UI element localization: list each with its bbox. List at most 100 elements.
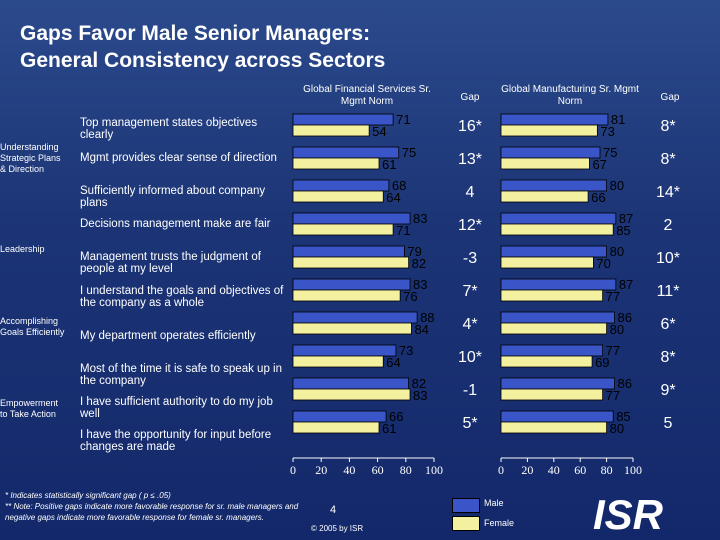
bar-male bbox=[292, 278, 411, 291]
logo-text: ISR bbox=[593, 491, 663, 535]
item-label: Mgmt provides clear sense of direction bbox=[80, 152, 277, 164]
data-label-female: 77 bbox=[606, 289, 620, 304]
data-label-male: 86 bbox=[618, 310, 632, 325]
x-tick-label: 60 bbox=[372, 463, 384, 477]
x-tick-label: 20 bbox=[521, 463, 533, 477]
data-label-female: 85 bbox=[616, 223, 630, 238]
bar-male bbox=[500, 377, 615, 390]
footnote-significance: * Indicates statistically significant ga… bbox=[5, 491, 171, 500]
gap-value: 7* bbox=[462, 283, 477, 300]
x-tick-label: 0 bbox=[498, 463, 504, 477]
data-label-male: 87 bbox=[619, 277, 633, 292]
gap-value: 5* bbox=[462, 415, 477, 432]
bar-female bbox=[500, 355, 593, 368]
data-label-female: 69 bbox=[595, 355, 609, 370]
data-label-female: 80 bbox=[610, 322, 624, 337]
group-label-goals: Accomplishing Goals Efficiently bbox=[0, 316, 65, 337]
data-label-male: 83 bbox=[413, 277, 427, 292]
x-tick-label: 0 bbox=[290, 463, 296, 477]
title-line-2: General Consistency across Sectors bbox=[20, 49, 386, 72]
bar-male bbox=[500, 278, 617, 291]
legend-label-female: Female bbox=[484, 518, 515, 528]
gap-value: 10* bbox=[656, 250, 680, 267]
bar-male bbox=[500, 344, 604, 357]
bar-female bbox=[292, 322, 412, 335]
x-tick-label: 100 bbox=[624, 463, 642, 477]
title-line-1: Gaps Favor Male Senior Managers: bbox=[20, 22, 371, 45]
data-label-male: 86 bbox=[618, 376, 632, 391]
data-label-female: 66 bbox=[591, 190, 605, 205]
item-label: Decisions management make are fair bbox=[80, 218, 271, 230]
header-gap-2: Gap bbox=[660, 92, 680, 103]
legend-label-male: Male bbox=[484, 498, 504, 508]
gap-value: 8* bbox=[660, 118, 675, 135]
gap-value: -3 bbox=[463, 250, 477, 267]
bar-male bbox=[500, 311, 615, 324]
gap-value: 2 bbox=[664, 217, 673, 234]
bar-male bbox=[500, 410, 614, 423]
bar-male bbox=[292, 212, 411, 225]
data-label-female: 64 bbox=[386, 190, 400, 205]
bar-male bbox=[292, 377, 410, 390]
header-financial: Global Financial Services Sr. Mgmt Norm bbox=[303, 84, 431, 107]
data-label-female: 70 bbox=[596, 256, 610, 271]
data-label-female: 71 bbox=[396, 223, 410, 238]
data-label-male: 75 bbox=[603, 145, 617, 160]
bar-male bbox=[292, 179, 390, 192]
data-label-male: 68 bbox=[392, 178, 406, 193]
bar-male bbox=[500, 245, 607, 258]
data-label-female: 64 bbox=[386, 355, 400, 370]
group-label-empowerment: Empowerment to Take Action bbox=[0, 398, 59, 419]
data-label-female: 84 bbox=[414, 322, 428, 337]
gap-value: -1 bbox=[463, 382, 477, 399]
bar-male bbox=[292, 410, 387, 423]
legend-swatch-male bbox=[452, 498, 480, 513]
data-label-female: 76 bbox=[403, 289, 417, 304]
data-label-male: 87 bbox=[619, 211, 633, 226]
data-label-male: 88 bbox=[420, 310, 434, 325]
item-label: I have the opportunity for input before … bbox=[80, 429, 272, 453]
data-label-female: 73 bbox=[600, 124, 614, 139]
bar-female bbox=[292, 256, 410, 269]
gap-value: 13* bbox=[458, 151, 482, 168]
bar-female bbox=[500, 322, 607, 335]
x-tick-label: 100 bbox=[425, 463, 443, 477]
gap-value: 14* bbox=[656, 184, 680, 201]
bar-female bbox=[500, 223, 614, 236]
data-label-male: 81 bbox=[611, 112, 625, 127]
footnote-note: ** Note: Positive gaps indicate more fav… bbox=[5, 502, 299, 522]
bar-female bbox=[292, 190, 384, 203]
bar-female bbox=[500, 388, 604, 401]
bar-female bbox=[292, 223, 394, 236]
data-label-male: 71 bbox=[396, 112, 410, 127]
bar-female bbox=[500, 157, 590, 170]
bar-female bbox=[292, 124, 370, 137]
item-label: I understand the goals and objectives of… bbox=[80, 285, 284, 309]
data-label-female: 61 bbox=[382, 421, 396, 436]
data-label-male: 85 bbox=[616, 409, 630, 424]
footnotes: * Indicates statistically significant ga… bbox=[5, 490, 305, 523]
isr-logo: ISR bbox=[593, 491, 663, 535]
group-label-strategic: Understanding Strategic Plans & Directio… bbox=[0, 142, 61, 174]
data-label-female: 83 bbox=[413, 388, 427, 403]
data-label-female: 77 bbox=[606, 388, 620, 403]
item-label: Most of the time it is safe to speak up … bbox=[80, 363, 282, 387]
data-label-male: 83 bbox=[413, 211, 427, 226]
x-tick-label: 40 bbox=[548, 463, 560, 477]
gap-value: 8* bbox=[660, 151, 675, 168]
gap-value: 5 bbox=[664, 415, 673, 432]
data-label-female: 54 bbox=[372, 124, 386, 139]
gap-value: 8* bbox=[660, 349, 675, 366]
bar-female bbox=[500, 289, 604, 302]
data-label-male: 73 bbox=[399, 343, 413, 358]
header-gap-1: Gap bbox=[460, 92, 480, 103]
gap-value: 12* bbox=[458, 217, 482, 234]
page-number: 4 bbox=[330, 504, 337, 516]
data-label-male: 79 bbox=[407, 244, 421, 259]
data-label-male: 75 bbox=[402, 145, 416, 160]
gap-value: 4* bbox=[462, 316, 477, 333]
bar-female bbox=[500, 124, 598, 137]
x-tick-label: 20 bbox=[315, 463, 327, 477]
bar-male bbox=[292, 344, 397, 357]
page-title: Gaps Favor Male Senior Managers: General… bbox=[20, 20, 385, 74]
